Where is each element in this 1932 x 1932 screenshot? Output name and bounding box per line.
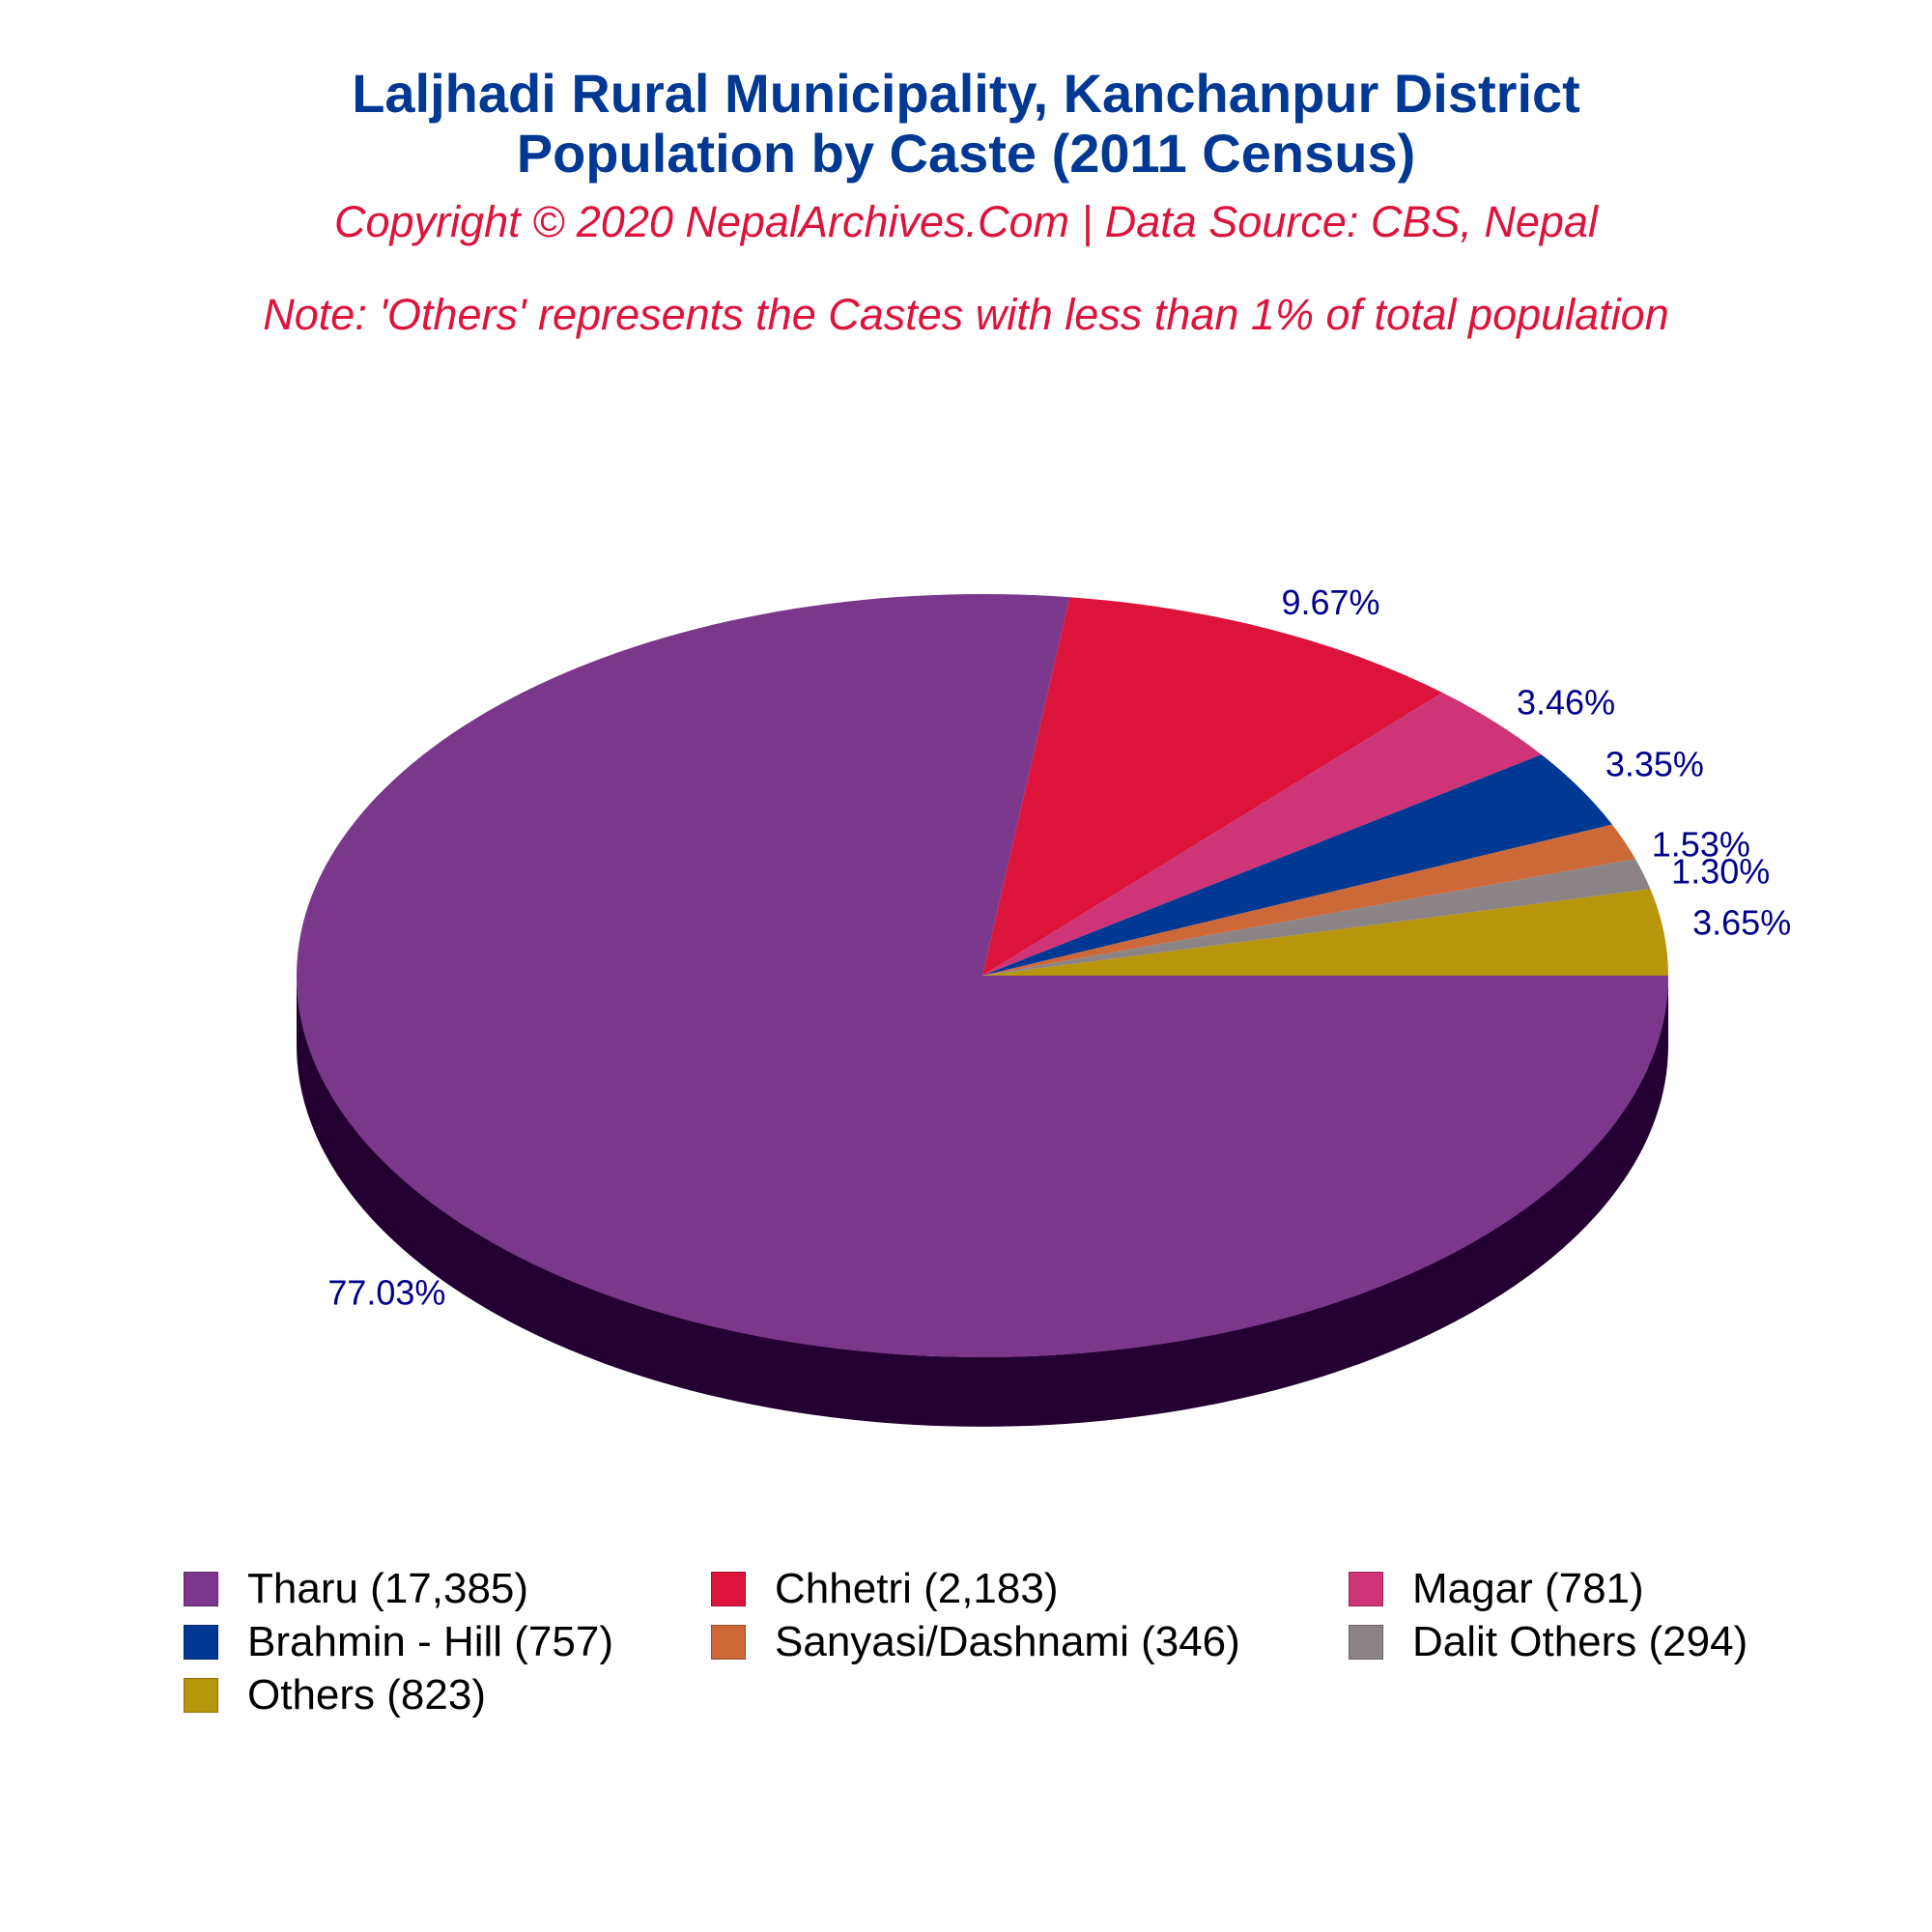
pct-label-magar: 3.46%: [1517, 683, 1615, 723]
legend-item-magar: Magar (781): [1349, 1565, 1644, 1613]
pie-labels: 77.03% 9.67% 3.46% 3.35% 1.53%1.30% 3.65%: [327, 582, 1791, 1312]
legend-label: Sanyasi/Dashnami (346): [775, 1618, 1240, 1665]
pie-side-walls: [297, 976, 1668, 1427]
legend-label: Others (823): [247, 1671, 486, 1719]
legend-swatch: [711, 1572, 746, 1606]
legend-label: Brahmin - Hill (757): [247, 1618, 613, 1665]
note-text: Note: 'Others' represents the Castes wit…: [263, 290, 1669, 339]
legend-label: Chhetri (2,183): [775, 1565, 1059, 1612]
pie-slice-sanyasi-dashnami[interactable]: [982, 824, 1635, 976]
pie-slice-magar[interactable]: [982, 693, 1542, 976]
pie-top: [296, 594, 1668, 1357]
legend-swatch: [1349, 1572, 1383, 1606]
chart-title-line1: Laljhadi Rural Municipality, Kanchanpur …: [352, 63, 1580, 124]
pct-label-tharu: 77.03%: [327, 1272, 445, 1312]
legend-swatch: [184, 1678, 218, 1713]
pct-label-brahmin-hill: 3.35%: [1605, 745, 1704, 784]
legend-label: Tharu (17,385): [247, 1565, 529, 1612]
pct-label-sanyasi-dashnami: 1.53%: [1652, 825, 1750, 865]
legend-swatch: [1349, 1625, 1383, 1660]
pie-side-tharu: [297, 976, 1668, 1427]
pie-slice-tharu[interactable]: [296, 594, 1668, 1357]
legend-label: Dalit Others (294): [1412, 1618, 1748, 1665]
legend-item-sanyasi-dashnami: Sanyasi/Dashnami (346): [711, 1618, 1240, 1666]
pie-slice-others[interactable]: [982, 889, 1668, 976]
legend-item-others: Others (823): [184, 1671, 486, 1719]
pct-label-dalit-others: 1.30%: [1671, 852, 1770, 892]
chart-title-line2: Population by Caste (2011 Census): [516, 123, 1416, 184]
legend-swatch: [711, 1625, 746, 1660]
legend-label: Magar (781): [1412, 1565, 1644, 1612]
pct-label-others: 3.65%: [1692, 902, 1791, 942]
pct-label-chhetri: 9.67%: [1281, 582, 1379, 622]
pie-slice-dalit-others[interactable]: [982, 859, 1651, 976]
legend-swatch: [184, 1572, 218, 1606]
pie-slice-brahmin-hill[interactable]: [982, 754, 1612, 976]
legend-item-tharu: Tharu (17,385): [184, 1565, 528, 1613]
pie-slice-chhetri[interactable]: [982, 597, 1443, 976]
legend-item-brahmin-hill: Brahmin - Hill (757): [184, 1618, 613, 1666]
legend-item-chhetri: Chhetri (2,183): [711, 1565, 1058, 1613]
legend-item-dalit-others: Dalit Others (294): [1349, 1618, 1747, 1666]
legend-swatch: [184, 1625, 218, 1660]
copyright-text: Copyright © 2020 NepalArchives.Com | Dat…: [334, 197, 1598, 246]
